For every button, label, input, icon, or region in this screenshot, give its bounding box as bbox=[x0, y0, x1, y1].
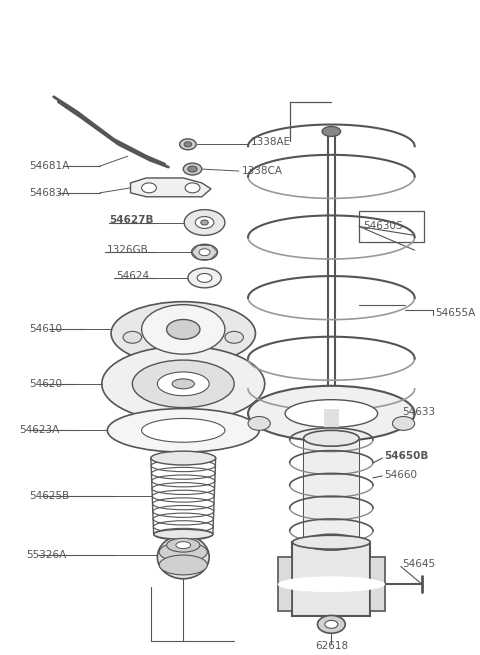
Ellipse shape bbox=[180, 139, 196, 150]
Text: 54625B: 54625B bbox=[29, 491, 69, 500]
Ellipse shape bbox=[151, 451, 216, 465]
Ellipse shape bbox=[188, 268, 221, 288]
Text: 54683A: 54683A bbox=[29, 188, 69, 198]
Ellipse shape bbox=[184, 142, 192, 147]
Polygon shape bbox=[131, 178, 211, 196]
Ellipse shape bbox=[167, 538, 200, 552]
Text: 54681A: 54681A bbox=[29, 161, 69, 171]
Ellipse shape bbox=[197, 274, 212, 282]
Ellipse shape bbox=[102, 346, 264, 421]
Ellipse shape bbox=[123, 331, 142, 343]
Text: 54645: 54645 bbox=[403, 559, 436, 569]
Ellipse shape bbox=[142, 183, 156, 193]
Ellipse shape bbox=[277, 576, 385, 592]
Text: 54623A: 54623A bbox=[19, 425, 60, 436]
Text: 62618: 62618 bbox=[315, 641, 348, 651]
Ellipse shape bbox=[172, 379, 194, 389]
Ellipse shape bbox=[188, 166, 197, 172]
Bar bbox=[292, 542, 370, 616]
Ellipse shape bbox=[201, 220, 208, 225]
Ellipse shape bbox=[248, 386, 415, 441]
Ellipse shape bbox=[199, 249, 210, 255]
Text: 54655A: 54655A bbox=[435, 308, 475, 318]
Bar bbox=[303, 438, 359, 542]
Ellipse shape bbox=[325, 620, 338, 628]
Bar bbox=[277, 557, 292, 612]
Ellipse shape bbox=[195, 217, 214, 229]
Text: 54610: 54610 bbox=[29, 324, 62, 335]
Ellipse shape bbox=[317, 616, 345, 633]
Ellipse shape bbox=[184, 210, 225, 235]
Text: 54624: 54624 bbox=[116, 271, 149, 281]
Text: 54660: 54660 bbox=[384, 470, 417, 480]
Ellipse shape bbox=[192, 244, 217, 260]
Text: 54630S: 54630S bbox=[363, 221, 402, 231]
Bar bbox=[359, 211, 424, 242]
Text: 54627B: 54627B bbox=[109, 215, 154, 225]
Text: 1326GB: 1326GB bbox=[107, 245, 148, 255]
Ellipse shape bbox=[292, 535, 370, 549]
Text: 54620: 54620 bbox=[29, 379, 62, 389]
Ellipse shape bbox=[108, 409, 259, 452]
Ellipse shape bbox=[132, 360, 234, 407]
Ellipse shape bbox=[142, 305, 225, 354]
Ellipse shape bbox=[111, 302, 255, 365]
Text: 1338CA: 1338CA bbox=[241, 166, 283, 176]
Ellipse shape bbox=[183, 163, 202, 175]
Bar bbox=[324, 409, 339, 438]
Text: 54650B: 54650B bbox=[384, 451, 429, 461]
Ellipse shape bbox=[303, 534, 359, 550]
Ellipse shape bbox=[322, 126, 341, 136]
Ellipse shape bbox=[154, 529, 213, 539]
Ellipse shape bbox=[185, 183, 200, 193]
Ellipse shape bbox=[157, 372, 209, 396]
Ellipse shape bbox=[157, 535, 209, 579]
Ellipse shape bbox=[225, 331, 243, 343]
Text: 55326A: 55326A bbox=[26, 550, 66, 560]
Ellipse shape bbox=[142, 419, 225, 442]
Ellipse shape bbox=[167, 320, 200, 339]
Ellipse shape bbox=[393, 417, 415, 430]
Ellipse shape bbox=[159, 555, 207, 575]
Ellipse shape bbox=[303, 430, 359, 446]
Ellipse shape bbox=[285, 400, 378, 427]
Ellipse shape bbox=[176, 542, 191, 549]
Ellipse shape bbox=[248, 417, 270, 430]
Bar bbox=[370, 557, 385, 612]
Text: 1338AE: 1338AE bbox=[251, 138, 291, 147]
Ellipse shape bbox=[159, 542, 207, 562]
Text: 54633: 54633 bbox=[403, 407, 436, 417]
